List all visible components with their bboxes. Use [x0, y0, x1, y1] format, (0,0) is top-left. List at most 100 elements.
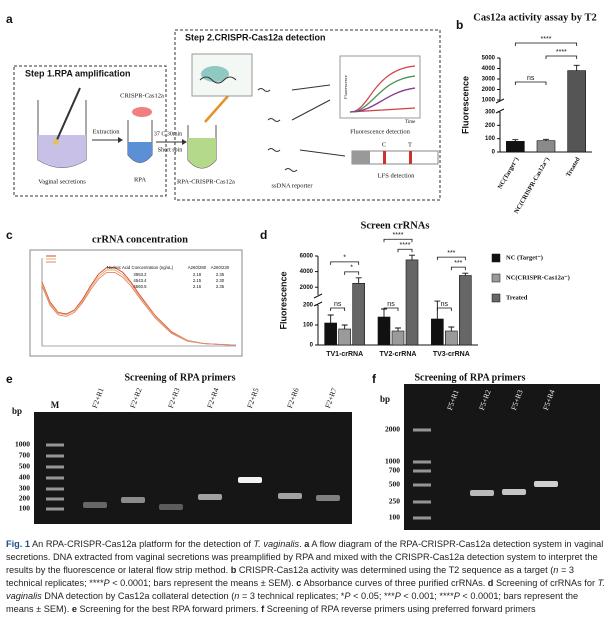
sample-band [238, 477, 262, 483]
ladder-size: 200 [19, 494, 31, 503]
sig-bracket [383, 307, 399, 311]
arrow-head [118, 137, 123, 143]
swab-tip [53, 139, 59, 145]
ladder-band [46, 497, 64, 501]
ladder-band [413, 469, 431, 473]
sample-band [121, 497, 145, 503]
t-label: T [408, 141, 412, 148]
step2-label: Step 2.CRISPR-Cas12a detection [185, 32, 326, 42]
error-bar [512, 139, 519, 142]
t-line [409, 151, 412, 164]
reporters [257, 88, 298, 172]
caption-text: d [487, 578, 494, 588]
ladder-size: 100 [19, 504, 31, 513]
caption-text: Absorbance curves of three purified crRN… [301, 578, 488, 588]
y-axis-label: Fluorescence [278, 271, 288, 329]
lfs-label: LFS detection [378, 172, 415, 179]
fluor-detect-label: Fluorescence detection [350, 128, 410, 135]
caption-text: < 0.05; *** [350, 591, 395, 601]
caption-text: a [304, 539, 310, 549]
sig-label: ns [387, 301, 395, 308]
caption-text: c [296, 578, 302, 588]
ladder-label: M [51, 400, 60, 410]
panel-a: Step 1.RPA amplification Step 2.CRISPR-C… [13, 29, 441, 201]
ladder-size: 250 [389, 497, 401, 506]
error-bar [327, 314, 334, 323]
x-tick-label: NC(CRISPR-Cas12a⁻) [513, 156, 551, 215]
sample-band [83, 502, 107, 508]
gel-unit: bp [12, 406, 22, 416]
cas12a-protein [201, 66, 229, 82]
legend-swatch [491, 273, 501, 283]
legend-label: Treated [506, 294, 528, 301]
y-tick-label: 3000 [482, 77, 496, 83]
figure-label: Fig. 1 [6, 539, 30, 549]
table-cell: 4560.5 [133, 284, 147, 289]
y-tick-label: 2000 [300, 285, 314, 291]
chart-title: Cas12a activity assay by T2 [473, 12, 596, 23]
ladder-size: 500 [389, 480, 401, 489]
plot-frame [29, 249, 243, 357]
caption-text: = 3 technical replicates; **** [6, 565, 574, 588]
ladder-size: 300 [19, 484, 31, 493]
y-tick-label: 2000 [482, 87, 496, 93]
sig-bracket [383, 238, 413, 243]
sig-label: ns [334, 301, 342, 308]
caption-text: P [453, 591, 460, 601]
rpa-liquid [128, 142, 152, 163]
ladder-size: 500 [19, 462, 31, 471]
bar [506, 141, 525, 153]
fluor-axis: Fluorescence [343, 75, 348, 99]
plot-axes [41, 258, 236, 347]
x-tick-label: Treated [565, 156, 582, 178]
panel-label: d [260, 228, 267, 242]
table-header: A260/280 [188, 265, 207, 270]
sample-band [316, 495, 340, 501]
caption-text: An RPA-CRISPR-Cas12a platform for the de… [30, 539, 254, 549]
c-label: C [382, 141, 386, 148]
ladder-band [46, 454, 64, 458]
bar [431, 318, 444, 346]
caption-text: T. vaginalis [6, 578, 605, 601]
error-bar [462, 272, 469, 276]
caption-text: < 0.0001; bars represent the means ± SEM… [109, 578, 297, 588]
dna [199, 76, 237, 84]
caption-text: n [234, 591, 240, 601]
sig-bracket [330, 261, 360, 265]
cas12a-label: CRISPR-Cas12a [120, 92, 164, 99]
caption-text: P [394, 591, 401, 601]
secretion [38, 135, 86, 168]
reporter-label: ssDNA reporter [272, 182, 314, 189]
ladder-size: 700 [389, 466, 401, 475]
sig-bracket [514, 81, 547, 85]
caption-text: < 0.001; **** [400, 591, 454, 601]
y-tick-label: 300 [485, 110, 496, 116]
lane-label: F2+R7 [323, 386, 339, 409]
panel-label: a [6, 12, 13, 26]
mix-liquid [188, 138, 216, 168]
figure: Step 1.RPA amplification Step 2.CRISPR-C… [6, 12, 600, 530]
time-axis: Time [405, 120, 416, 125]
ladder-band [46, 443, 64, 447]
sig-bracket [436, 256, 466, 261]
caption-text: Screening for the best RPA forward prime… [76, 604, 262, 614]
caption-text: P [344, 591, 351, 601]
caption-text: . [299, 539, 305, 549]
ladder-band [413, 428, 431, 432]
sig-bracket [344, 271, 360, 275]
lane-label: F2+R5 [245, 386, 261, 409]
sig-label: * [350, 265, 353, 272]
chart-title: crRNA concentration [92, 234, 188, 245]
axis-break [313, 293, 323, 299]
rpa-label: RPA [134, 176, 146, 183]
x-tick-label: TV1-crRNA [326, 351, 363, 358]
ladder-band [413, 516, 431, 520]
table-cell: 4543.4 [133, 278, 147, 283]
caption-text: Screening of RPA reverse primers using p… [264, 604, 536, 614]
ladder-band [46, 507, 64, 511]
bar [536, 140, 556, 153]
ladder-size: 2000 [385, 425, 400, 434]
ladder-band [413, 460, 431, 464]
legend-swatch [491, 293, 501, 303]
sample-band [198, 494, 222, 500]
